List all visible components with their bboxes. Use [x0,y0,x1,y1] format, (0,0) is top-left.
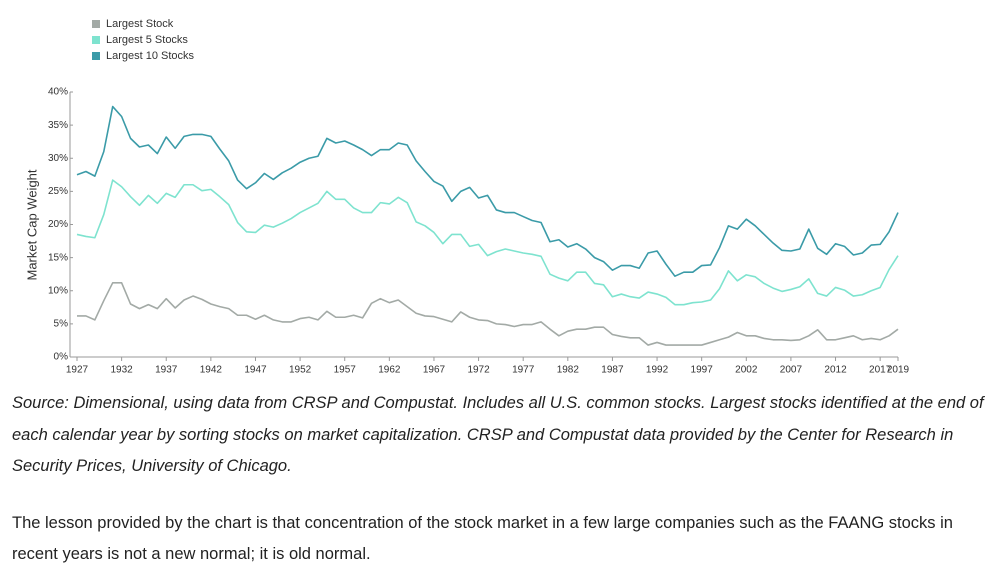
x-tick-label: 1987 [601,365,624,376]
x-tick-label: 1962 [378,365,401,376]
chart: Market Cap Weight 0% 5% 10% 15% 20% 25% 30% 35%… [24,18,910,376]
x-tick-label: 2002 [735,365,758,376]
x-tick-label: 2007 [780,365,803,376]
x-tick-label: 1982 [557,365,580,376]
legend-label: Largest 5 Stocks [106,34,188,46]
source-note: Source: Dimensional, using data from CRS… [12,394,984,475]
x-tick-label: 1972 [467,365,490,376]
legend-swatch [92,20,100,28]
y-tick-label: 0% [54,352,69,363]
x-tick-label: 1997 [691,365,714,376]
x-tick-label: 1977 [512,365,535,376]
y-tick-label: 10% [48,285,68,296]
legend-swatch [92,36,100,44]
x-tick-label: 2017 [869,365,892,376]
legend-label: Largest Stock [106,18,174,30]
series-line [76,105,899,277]
series-line [76,179,899,306]
y-tick-label: 20% [48,219,68,230]
series-line [77,282,899,346]
x-tick-label: 1957 [334,365,357,376]
x-tick-label: 1992 [646,365,669,376]
y-tick-label: 15% [48,252,68,263]
x-tick-label: 2012 [824,365,847,376]
y-tick-label: 25% [48,186,68,197]
y-tick-label: 30% [48,153,68,164]
y-tick-label: 35% [48,120,68,131]
x-tick-label: 1937 [155,365,178,376]
y-tick-label: 5% [54,319,69,330]
x-tick-label: 1942 [200,365,223,376]
y-tick-label: 40% [48,87,68,98]
y-axis-label: Market Cap Weight [24,169,39,280]
x-tick-label: 1967 [423,365,446,376]
legend-swatch [92,52,100,60]
x-tick-label: 2019 [887,365,910,376]
paragraph: The lesson provided by the chart is that… [12,514,953,563]
x-tick-label: 1932 [110,365,133,376]
x-tick-label: 1952 [289,365,312,376]
x-tick-label: 1947 [244,365,267,376]
legend-label: Largest 10 Stocks [106,50,195,62]
x-tick-label: 1927 [66,365,89,376]
